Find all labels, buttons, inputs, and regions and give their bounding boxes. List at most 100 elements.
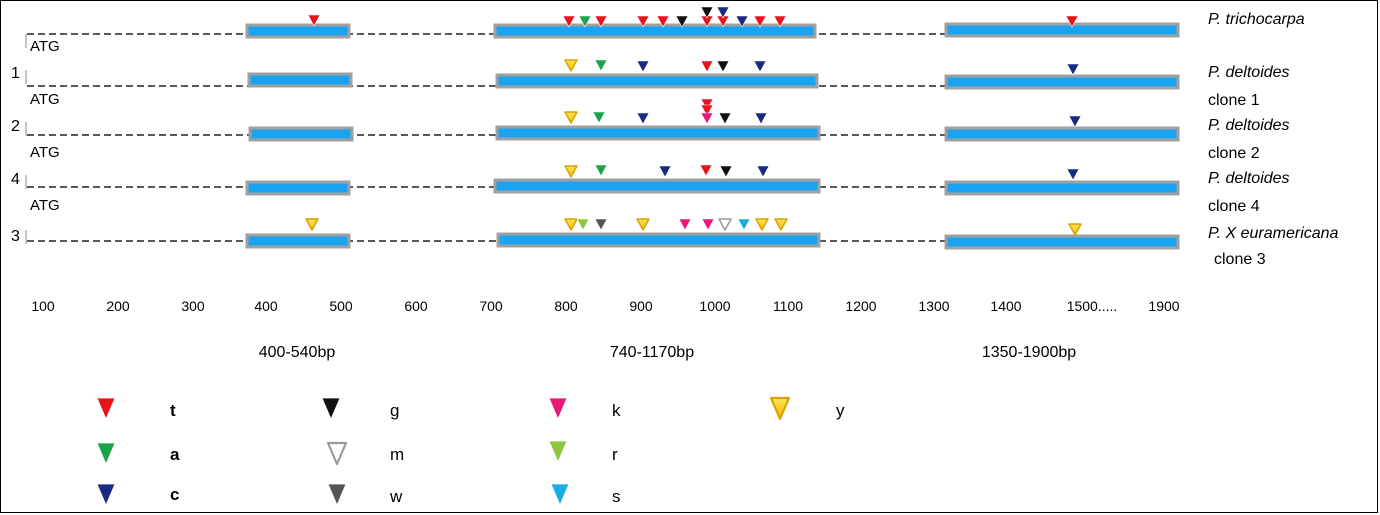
atg-label: ATG (30, 38, 60, 55)
snp-marker-g (716, 60, 730, 73)
snp-marker-t (700, 60, 714, 73)
clone-label: clone 2 (1208, 145, 1260, 162)
segment-label: 1350-1900bp (982, 344, 1076, 361)
axis-tick-label: 1200 (845, 298, 876, 314)
exon-box (944, 74, 1180, 90)
axis-tick-label: 600 (404, 298, 428, 314)
snp-marker-c (636, 60, 650, 73)
snp-marker-t (636, 15, 650, 28)
exon-box (944, 234, 1180, 250)
legend-label: k (612, 401, 621, 420)
snp-marker-y (564, 111, 578, 124)
axis-tick-label: 200 (106, 298, 130, 314)
axis-tick-label: 500 (329, 298, 353, 314)
axis-tick-label: 1100 (773, 298, 803, 314)
snp-marker-t (656, 15, 670, 28)
legend-marker-s (550, 483, 570, 506)
snp-marker-t (773, 15, 787, 28)
exon-box (247, 72, 353, 88)
snp-marker-r (576, 218, 590, 231)
exon-box (245, 23, 351, 39)
snp-marker-t (594, 15, 608, 28)
snp-marker-y (564, 218, 578, 231)
snp-marker-g (675, 15, 689, 28)
exon-box (495, 125, 821, 141)
clone-label: clone 1 (1208, 92, 1260, 109)
snp-marker-t (1065, 15, 1079, 28)
legend-marker-w (327, 483, 347, 506)
legend-label: t (170, 401, 176, 420)
snp-marker-t (307, 14, 321, 27)
axis-tick-label: 100 (31, 298, 55, 314)
snp-marker-t (753, 15, 767, 28)
legend-marker-y (769, 396, 791, 421)
snp-marker-a (578, 15, 592, 28)
exon-box (245, 180, 351, 196)
axis-tick-label: 400 (254, 298, 278, 314)
snp-marker-c (1066, 168, 1080, 181)
species-label: P. deltoides (1208, 117, 1290, 134)
legend-label: m (390, 445, 404, 464)
exon-box (493, 178, 821, 194)
atg-label: ATG (30, 197, 60, 214)
snp-markers (305, 6, 1082, 236)
snp-marker-g (718, 112, 732, 125)
segment-label: 740-1170bp (610, 344, 694, 361)
snp-marker-c (658, 165, 672, 178)
axis-tick-label: 1300 (918, 298, 949, 314)
snp-marker-a (594, 164, 608, 177)
axis-tick-label: 900 (629, 298, 653, 314)
legend-label: g (390, 401, 399, 420)
row-number: 1 (11, 65, 20, 82)
row-number: 2 (11, 118, 20, 135)
row-number: 3 (11, 228, 20, 245)
snp-marker-y (636, 218, 650, 231)
atg-label: ATG (30, 91, 60, 108)
snp-marker-c (716, 6, 730, 19)
position-axis: 100 200 300 400 500 600 700 800 900 1000… (31, 298, 1179, 314)
species-label: P. deltoides (1208, 64, 1290, 81)
axis-tick-label: 300 (181, 298, 205, 314)
exon-box (944, 126, 1180, 142)
legend-marker-c (96, 483, 116, 506)
snp-marker-m (718, 218, 732, 231)
legend-label: w (389, 487, 403, 506)
legend: t a c g m w k r s y (96, 396, 845, 506)
snp-marker-y (774, 218, 788, 231)
snp-marker-a (592, 111, 606, 124)
snp-marker-k (701, 218, 715, 231)
axis-tick-label: 1900 (1148, 298, 1179, 314)
legend-marker-g (321, 397, 341, 420)
exon-box (944, 180, 1180, 196)
legend-label: r (612, 445, 618, 464)
snp-marker-y (564, 59, 578, 72)
axis-tick-label: 1400 (990, 298, 1021, 314)
clone-label: clone 4 (1208, 198, 1260, 215)
segment-label: 400-540bp (259, 344, 336, 361)
snp-marker-y (755, 218, 769, 231)
legend-label: y (836, 401, 845, 420)
legend-marker-r (548, 440, 568, 463)
snp-marker-k (700, 112, 714, 125)
row-number: 4 (11, 171, 20, 188)
legend-label: s (612, 487, 621, 506)
axis-tick-label: 1000 (699, 298, 730, 314)
legend-marker-t (96, 397, 116, 420)
axis-tick-label: 1500..... (1067, 298, 1118, 314)
exon-box (944, 22, 1180, 38)
species-label: P. X euramericana (1208, 225, 1339, 242)
legend-label: c (170, 485, 179, 504)
atg-label: ATG (30, 144, 60, 161)
exon-box (496, 232, 821, 248)
snp-marker-c (1068, 115, 1082, 128)
snp-marker-a (594, 59, 608, 72)
exon-box (495, 73, 819, 89)
snp-marker-y (1068, 223, 1082, 236)
snp-marker-c (753, 60, 767, 73)
snp-marker-t (700, 104, 714, 117)
snp-marker-c (754, 112, 768, 125)
legend-label: a (170, 445, 180, 464)
axis-tick-label: 700 (479, 298, 503, 314)
clone-label: clone 3 (1214, 251, 1266, 268)
